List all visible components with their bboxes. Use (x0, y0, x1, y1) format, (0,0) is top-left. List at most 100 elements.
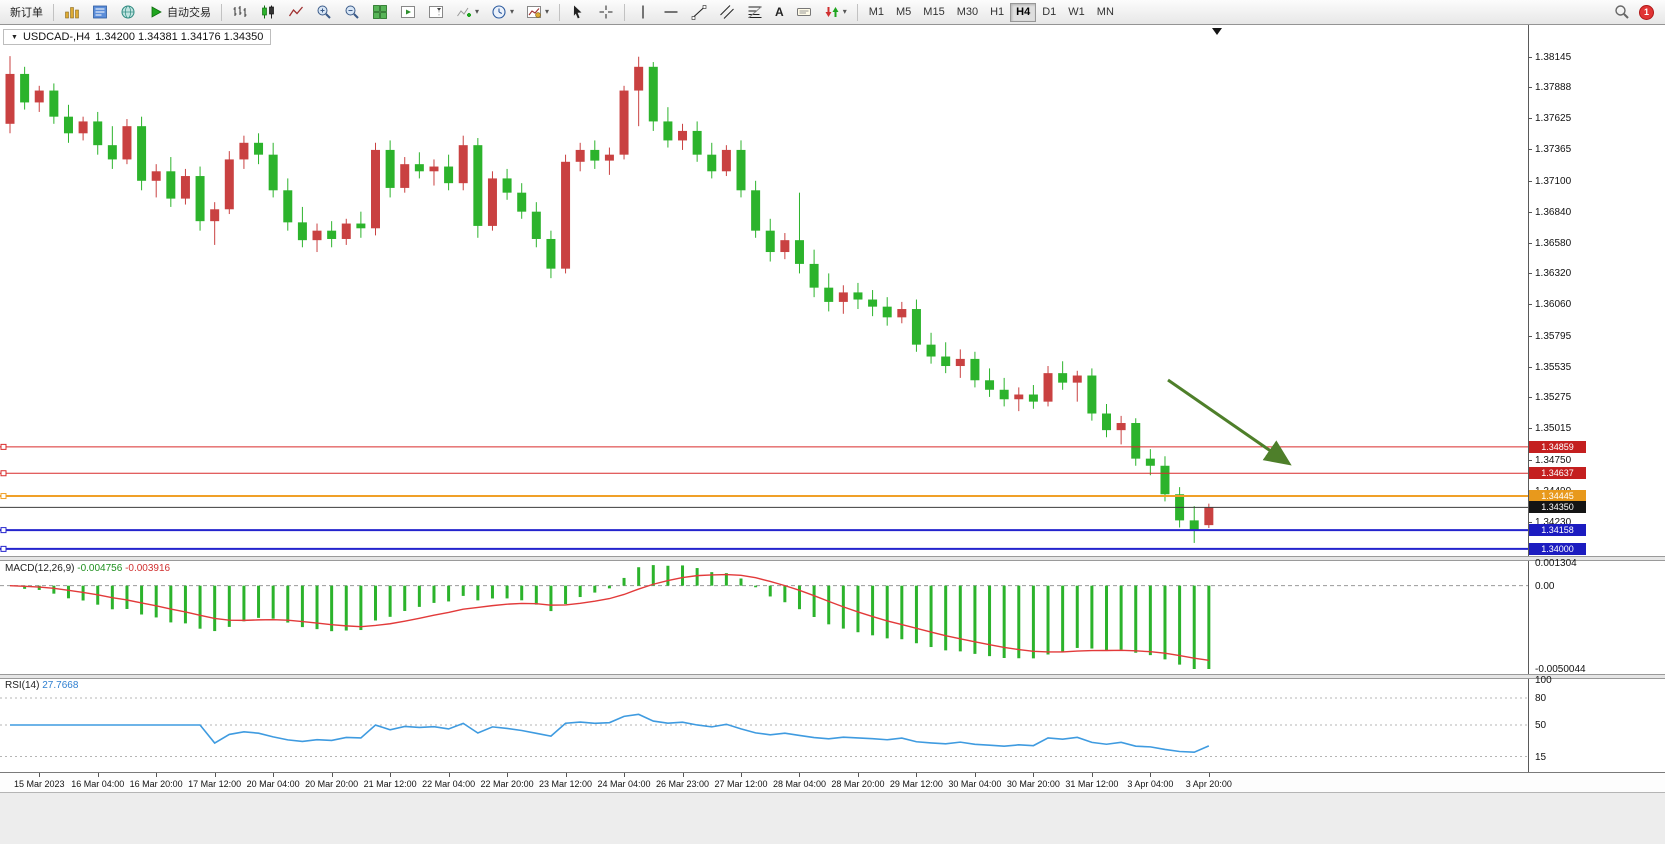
timeframe-h1[interactable]: H1 (984, 3, 1010, 22)
auto-trading-label: 自动交易 (167, 7, 211, 19)
rsi-indicator-label: RSI(14) 27.7668 (5, 680, 78, 691)
notification-badge[interactable]: 1 (1639, 4, 1654, 20)
timeframe-m30[interactable]: M30 (951, 3, 984, 22)
candlestick-series[interactable] (5, 56, 1214, 543)
search-icon (1614, 4, 1630, 20)
panel-splitter-macd[interactable] (0, 556, 1665, 561)
one-click-trading-toggle-icon[interactable]: ▼ (11, 33, 18, 41)
auto-trading-button[interactable]: 自动交易 (143, 2, 216, 23)
panel-splitter-rsi[interactable] (0, 674, 1665, 679)
zoom-out-button[interactable] (339, 2, 365, 23)
symbol-period-label: USDCAD-,H4 (22, 31, 91, 43)
templates-button[interactable]: ▾ (521, 2, 554, 23)
vertical-line-tool-button[interactable] (630, 2, 656, 23)
main-toolbar: 新订单 自动交易 ▾ ▾ (0, 0, 1665, 25)
horizontal-line-tool-button[interactable] (658, 2, 684, 23)
charts-button[interactable] (59, 2, 85, 23)
tile-windows-button[interactable] (367, 2, 393, 23)
candlestick-mode-button[interactable] (255, 2, 281, 23)
time-axis-tick (156, 773, 158, 777)
search-button[interactable] (1609, 2, 1635, 23)
macd-main-value: -0.004756 (77, 563, 123, 574)
time-axis-label: 23 Mar 12:00 (539, 779, 593, 789)
navigator-button[interactable] (115, 2, 141, 23)
price-scale-label: 1.35795 (1535, 330, 1572, 342)
chart-canvas[interactable] (0, 25, 1665, 792)
rsi-scale-label: 15 (1535, 751, 1547, 763)
time-axis-label: 22 Mar 20:00 (480, 779, 534, 789)
price-scale-label: 1.36580 (1535, 237, 1572, 249)
trendline-icon (691, 4, 707, 20)
channel-tool-button[interactable] (714, 2, 740, 23)
market-watch-button[interactable] (87, 2, 113, 23)
cursor-icon (570, 4, 586, 20)
bar-chart-mode-button[interactable] (227, 2, 253, 23)
vertical-line-icon (635, 4, 651, 20)
auto-trading-play-icon (148, 4, 164, 20)
fibonacci-tool-button[interactable] (742, 2, 768, 23)
chart-title: ▼ USDCAD-,H4 1.34200 1.34381 1.34176 1.3… (3, 29, 272, 45)
macd-scale-label: -0.0050044 (1535, 664, 1586, 675)
new-order-button[interactable]: 新订单 (5, 2, 48, 23)
time-axis-label: 26 Mar 23:00 (655, 779, 710, 789)
timeframe-m5[interactable]: M5 (890, 3, 917, 22)
timeframe-mn[interactable]: MN (1091, 3, 1120, 22)
price-scale-label: 1.37100 (1535, 175, 1572, 187)
price-scale-tick (1528, 211, 1532, 213)
time-axis-tick (799, 773, 801, 777)
trend-arrow-annotation[interactable] (1167, 378, 1292, 466)
price-scale-label: 1.37888 (1535, 82, 1572, 94)
time-axis-tick (448, 773, 450, 777)
time-axis-tick (624, 773, 626, 777)
time-axis-tick (39, 773, 41, 777)
zoom-in-button[interactable] (311, 2, 337, 23)
auto-scroll-button[interactable] (395, 2, 421, 23)
arrows-tool-button[interactable]: ▾ (819, 2, 852, 23)
macd-histogram[interactable] (10, 565, 1211, 670)
price-scale-label: 1.38145 (1535, 51, 1572, 63)
timeframe-m1[interactable]: M1 (863, 3, 890, 22)
time-axis-label: 30 Mar 20:00 (1006, 779, 1060, 789)
timeframe-w1[interactable]: W1 (1062, 3, 1091, 22)
timeframe-d1[interactable]: D1 (1036, 3, 1062, 22)
text-tool-button[interactable]: A (770, 2, 789, 23)
time-axis-tick (1091, 773, 1093, 777)
price-tag-1.34637: 1.34637 (1529, 467, 1586, 480)
price-scale-label: 1.37365 (1535, 144, 1572, 156)
templates-icon (526, 4, 542, 20)
price-scale-tick (1528, 521, 1532, 523)
dropdown-caret-icon: ▾ (842, 7, 847, 16)
time-axis-tick (682, 773, 684, 777)
zoom-in-icon (316, 4, 332, 20)
time-axis[interactable]: 15 Mar 2023 16 Mar 04:00 16 Mar 20:00 17 Ma… (0, 772, 1665, 792)
price-lines[interactable] (0, 443, 1528, 552)
price-scale-tick (1528, 118, 1532, 120)
cursor-tool-button[interactable] (565, 2, 591, 23)
time-axis-label: 29 Mar 12:00 (889, 779, 943, 789)
timeframe-h4[interactable]: H4 (1010, 2, 1037, 22)
price-scale-label: 1.36060 (1535, 299, 1572, 311)
chart-shift-button[interactable] (423, 2, 449, 23)
time-axis-label: 31 Mar 12:00 (1065, 779, 1119, 789)
time-axis-tick (565, 773, 567, 777)
dropdown-caret-icon: ▾ (545, 7, 550, 16)
price-scale-label: 1.34230 (1535, 516, 1572, 528)
timeframe-m15[interactable]: M15 (917, 3, 950, 22)
horizontal-line-icon (663, 4, 679, 20)
periods-button[interactable]: ▾ (486, 2, 519, 23)
indicators-button[interactable]: ▾ (451, 2, 484, 23)
time-axis-label: 28 Mar 20:00 (831, 779, 885, 789)
price-scale-tick (1528, 56, 1532, 58)
price-scale-separator (1528, 25, 1529, 792)
toolbar-separator (856, 3, 858, 21)
time-axis-label: 16 Mar 20:00 (129, 779, 183, 789)
price-scale-label: 1.35275 (1535, 392, 1572, 404)
line-chart-icon (288, 4, 304, 20)
line-chart-mode-button[interactable] (283, 2, 309, 23)
crosshair-tool-button[interactable] (593, 2, 619, 23)
time-axis-tick (916, 773, 918, 777)
time-axis-label: 16 Mar 04:00 (71, 779, 125, 789)
trendline-tool-button[interactable] (686, 2, 712, 23)
text-label-tool-button[interactable] (791, 2, 817, 23)
chart-shift-marker[interactable] (1212, 28, 1222, 35)
